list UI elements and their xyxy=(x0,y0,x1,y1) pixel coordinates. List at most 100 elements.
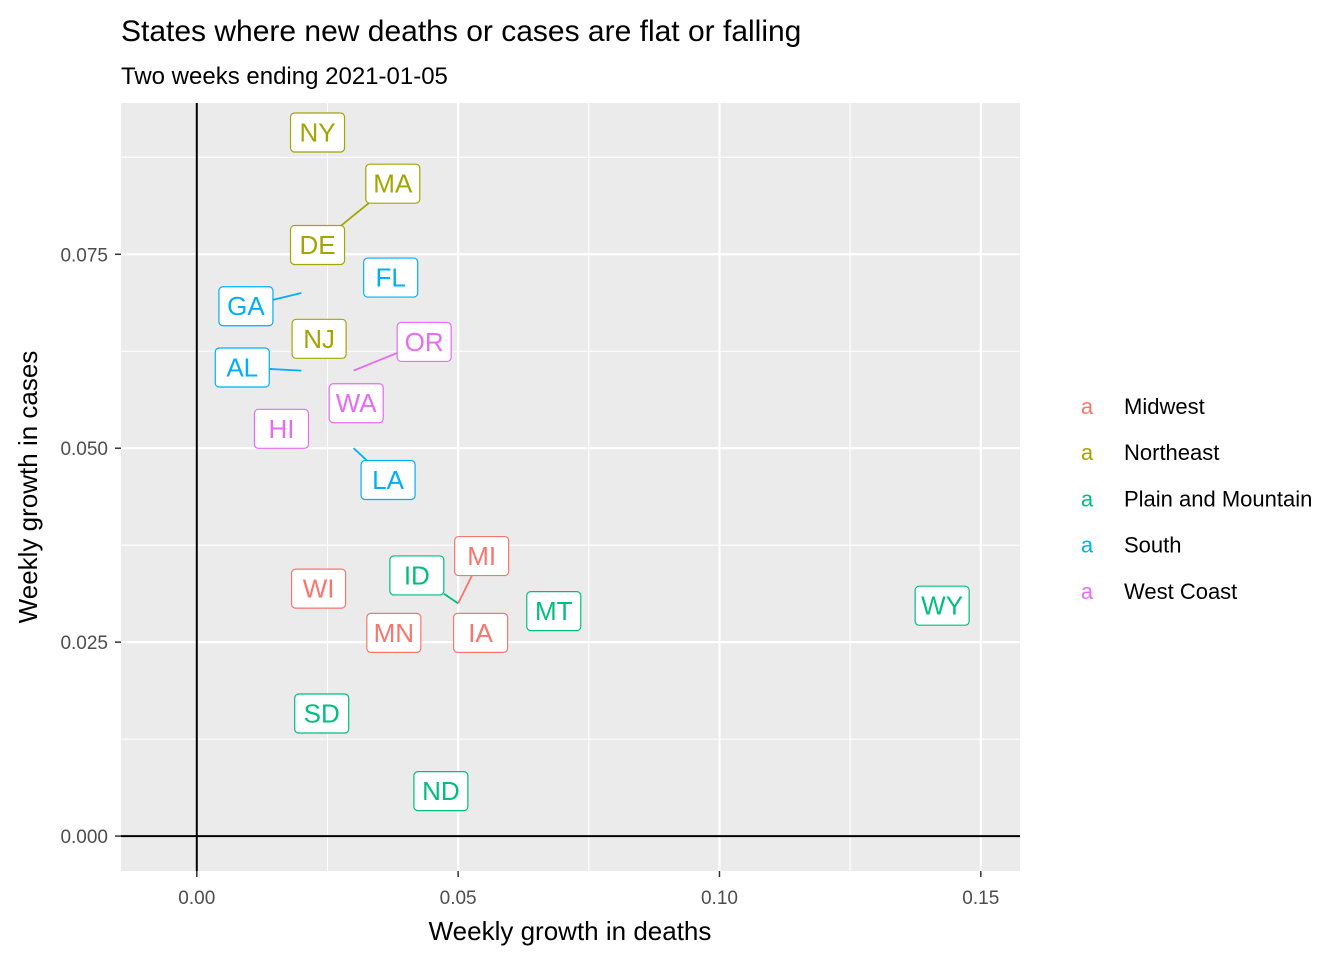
legend-label: West Coast xyxy=(1124,579,1237,604)
point-label-mi: MI xyxy=(454,535,510,577)
point-label-sd: SD xyxy=(294,693,350,734)
label-box xyxy=(289,224,346,266)
label-box xyxy=(914,585,970,626)
chart-title: States where new deaths or cases are fla… xyxy=(121,15,801,48)
legend-label: Midwest xyxy=(1124,394,1205,419)
legend-key: a xyxy=(1081,579,1094,604)
label-text: IA xyxy=(468,618,493,648)
label-box xyxy=(413,770,469,812)
label-box xyxy=(363,257,419,298)
point-label-de: DE xyxy=(289,224,346,266)
reference-lines xyxy=(121,103,1020,871)
leader-line-la xyxy=(352,447,368,462)
point-label-mn: MN xyxy=(366,612,422,653)
legend-label: South xyxy=(1124,533,1182,558)
label-text: SD xyxy=(304,699,340,729)
label-box xyxy=(366,612,422,653)
label-text: ID xyxy=(404,560,430,590)
point-label-or: OR xyxy=(396,321,452,363)
minor-gridlines xyxy=(121,103,1020,871)
label-box xyxy=(291,318,347,359)
label-text: WY xyxy=(921,591,963,621)
x-tick-label: 0.15 xyxy=(962,888,999,909)
point-label-wa: WA xyxy=(328,383,384,424)
point-label-ma: MA xyxy=(365,163,421,204)
label-box xyxy=(526,591,582,632)
point-label-ia: IA xyxy=(453,612,509,653)
label-text: WA xyxy=(336,388,378,418)
point-labels: WI MN IA MI NY MA DE NJ ID MT WY SD ND FL GA AL LA OR WA HI xyxy=(214,112,970,812)
point-label-hi: HI xyxy=(253,408,310,449)
label-box xyxy=(294,693,350,734)
point-label-nd: ND xyxy=(413,770,469,812)
plot-panel xyxy=(121,103,1020,871)
legend-item-west-coast: a West Coast xyxy=(1081,579,1237,604)
y-tick-label: 0.075 xyxy=(60,245,108,266)
label-box xyxy=(360,459,416,501)
leader-line-id xyxy=(443,592,459,605)
label-box xyxy=(396,321,452,363)
label-text: HI xyxy=(268,414,294,444)
legend-key: a xyxy=(1081,394,1094,419)
legend-item-midwest: a Midwest xyxy=(1081,394,1205,419)
point-label-nj: NJ xyxy=(291,318,347,359)
label-text: DE xyxy=(299,230,335,260)
point-label-mt: MT xyxy=(526,591,582,632)
point-label-ny: NY xyxy=(289,112,346,153)
label-text: WI xyxy=(303,574,335,604)
label-box xyxy=(328,383,384,424)
legend-key: a xyxy=(1081,440,1094,465)
point-label-al: AL xyxy=(214,347,270,388)
label-text: NJ xyxy=(303,324,335,354)
x-tick-label: 0.00 xyxy=(178,888,215,909)
label-box xyxy=(454,535,510,577)
y-tick-label: 0.050 xyxy=(60,439,108,460)
legend-item-plain-and-mountain: a Plain and Mountain xyxy=(1081,486,1312,511)
leader-line-al xyxy=(269,368,302,372)
label-text: ND xyxy=(422,776,460,806)
legend-item-south: a South xyxy=(1081,533,1182,558)
y-axis-title: Weekly growth in cases xyxy=(13,351,43,624)
label-text: OR xyxy=(405,327,444,357)
y-axis-ticks: 0.000 0.025 0.050 0.075 xyxy=(60,245,121,848)
point-label-ga: GA xyxy=(218,286,274,327)
label-text: NY xyxy=(299,117,335,147)
point-label-la: LA xyxy=(360,459,416,501)
x-axis-ticks: 0.00 0.05 0.10 0.15 xyxy=(178,871,999,909)
leader-line-or xyxy=(353,352,398,372)
label-text: LA xyxy=(372,465,404,495)
y-tick-label: 0.025 xyxy=(60,633,108,654)
point-label-wy: WY xyxy=(914,585,970,626)
x-tick-label: 0.05 xyxy=(440,888,477,909)
point-label-fl: FL xyxy=(363,257,419,298)
label-text: FL xyxy=(376,263,406,293)
label-box xyxy=(218,286,274,327)
legend-key: a xyxy=(1081,533,1094,558)
label-text: GA xyxy=(227,291,265,321)
legend-item-northeast: a Northeast xyxy=(1081,440,1220,465)
x-axis-title: Weekly growth in deaths xyxy=(429,916,712,946)
leader-line-ma xyxy=(353,202,370,217)
label-box xyxy=(290,568,347,609)
legend: a Midwest a Northeast a Plain and Mountain a So… xyxy=(1081,394,1312,604)
label-box xyxy=(365,163,421,204)
point-label-wi: WI xyxy=(290,568,347,609)
x-tick-label: 0.10 xyxy=(701,888,738,909)
label-text: MT xyxy=(535,596,573,626)
legend-label: Plain and Mountain xyxy=(1124,486,1312,511)
label-box xyxy=(389,555,445,596)
label-leader-lines xyxy=(269,202,473,605)
label-text: MI xyxy=(467,541,496,571)
leader-line-mi xyxy=(457,575,473,604)
legend-key: a xyxy=(1081,486,1094,511)
leader-line-ga xyxy=(272,292,302,301)
point-label-id: ID xyxy=(389,555,445,596)
y-tick-label: 0.000 xyxy=(60,827,108,848)
label-box xyxy=(453,612,509,653)
label-box xyxy=(214,347,270,388)
chart-subtitle: Two weeks ending 2021-01-05 xyxy=(121,63,448,90)
label-text: MA xyxy=(373,169,413,199)
legend-label: Northeast xyxy=(1124,440,1219,465)
label-box xyxy=(253,408,310,449)
